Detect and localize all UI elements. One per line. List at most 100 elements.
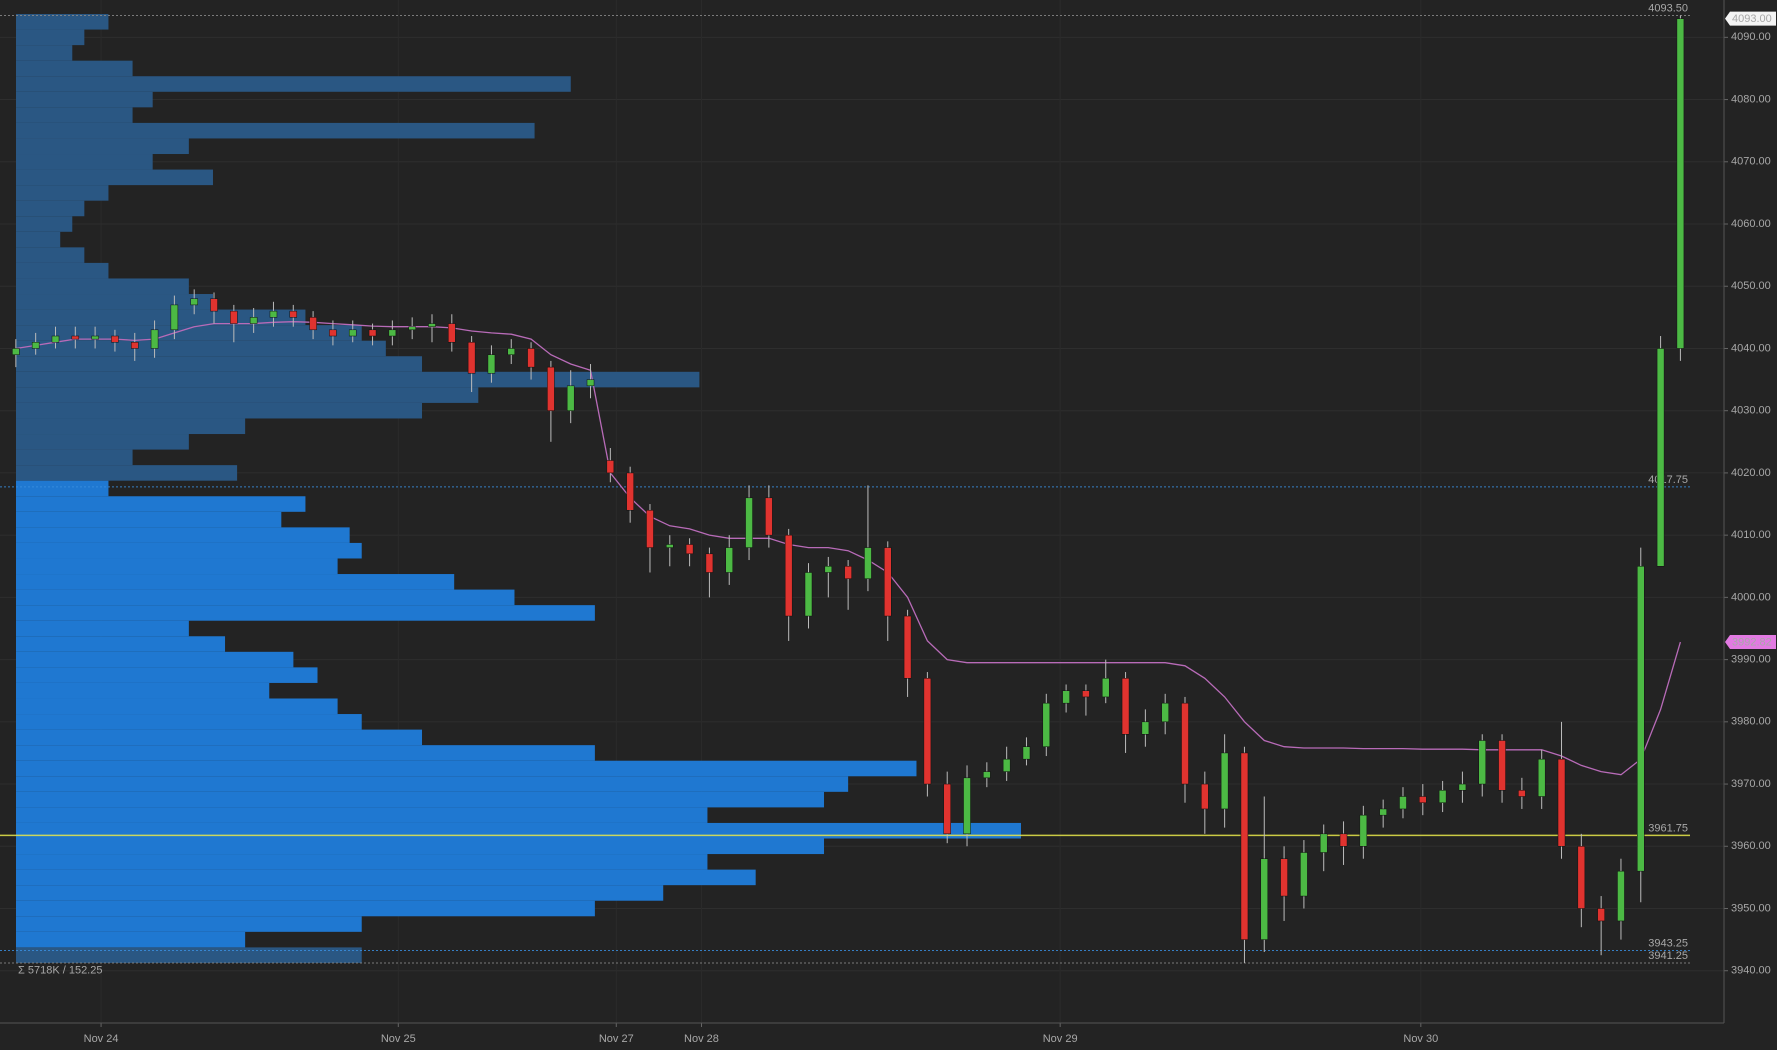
candle-body [12, 348, 20, 355]
candle-body [309, 317, 317, 331]
candle-body [1577, 846, 1586, 909]
profile-bar [16, 449, 133, 466]
x-tick-label: Nov 24 [84, 1033, 119, 1045]
profile-bar [16, 605, 595, 621]
y-tick-label: 4010.00 [1731, 529, 1771, 541]
candle-body [71, 335, 80, 340]
candle-body [864, 547, 872, 579]
profile-bar [16, 682, 270, 699]
profile-bar [16, 402, 423, 419]
candle-body [388, 329, 397, 337]
candle-body [784, 534, 793, 617]
profile-bar [16, 947, 362, 963]
candle-body [1022, 746, 1031, 760]
candle-body [487, 354, 496, 374]
candle-body [1101, 678, 1110, 698]
y-tick-label: 3990.00 [1731, 654, 1771, 666]
candle-body [1161, 702, 1169, 723]
profile-bar [16, 434, 189, 450]
candle-body [1597, 908, 1605, 922]
candle-body [884, 547, 892, 617]
y-tick-label: 4020.00 [1731, 467, 1771, 479]
candle-body [1339, 833, 1348, 847]
profile-bar [16, 745, 595, 761]
candle-body [1121, 678, 1130, 735]
x-tick-label: Nov 29 [1043, 1033, 1078, 1045]
profile-bar [16, 154, 153, 170]
candle-body [428, 323, 436, 327]
candle-body [983, 771, 991, 779]
profile-bar [16, 916, 362, 932]
candle-body [111, 335, 119, 343]
candle-body [1458, 783, 1467, 791]
profile-bar [16, 107, 133, 123]
profile-bar [16, 714, 362, 730]
profile-bar [16, 185, 109, 201]
candle-body [844, 566, 852, 579]
profile-bar [16, 636, 226, 652]
profile-bar [16, 527, 350, 543]
candle-body [1419, 796, 1427, 803]
candle-body [527, 348, 535, 368]
candle-body [448, 323, 456, 343]
candle-body [1042, 702, 1051, 747]
last-price-tag [1725, 11, 1776, 26]
candle-body [646, 510, 654, 548]
candle-body [666, 544, 674, 548]
candle-body [943, 783, 951, 835]
profile-bar [16, 838, 825, 855]
y-tick-label: 3970.00 [1731, 778, 1771, 790]
profile-bar [16, 869, 756, 886]
candle-body [150, 329, 159, 349]
candle-body [1220, 752, 1229, 810]
profile-bar [16, 247, 85, 263]
profile-bar [16, 29, 85, 46]
y-tick-label: 4060.00 [1731, 218, 1771, 230]
profile-bar [16, 371, 700, 388]
y-tick-label: 4070.00 [1731, 156, 1771, 168]
candle-body [408, 326, 416, 331]
profile-bar [16, 776, 849, 792]
profile-bar [16, 698, 338, 715]
profile-bar [16, 216, 73, 232]
candle-body [606, 460, 615, 474]
profile-bar [16, 667, 318, 683]
y-tick-label: 4030.00 [1731, 405, 1771, 417]
profile-bar [16, 262, 109, 279]
candle-body [824, 566, 833, 573]
profile-bar [16, 620, 189, 637]
profile-bar [16, 340, 386, 357]
y-tick-label: 3980.00 [1731, 716, 1771, 728]
candle-body [566, 385, 575, 411]
profile-bar [16, 931, 246, 948]
profile-bar [16, 542, 362, 559]
candle-body [1379, 808, 1387, 816]
candle-body [626, 472, 634, 511]
profile-bar [16, 231, 61, 248]
candle-body [289, 310, 298, 318]
candle-body [1656, 348, 1665, 567]
candle-body [130, 341, 139, 349]
candle-body [1300, 852, 1308, 897]
profile-bar [16, 418, 246, 435]
candle-body [804, 572, 813, 617]
candle-body [230, 310, 238, 324]
candle-body [1557, 758, 1566, 847]
profile-bar [16, 900, 595, 917]
x-tick-label: Nov 30 [1403, 1033, 1438, 1045]
candle-body [91, 335, 99, 340]
y-tick-label: 4090.00 [1731, 31, 1771, 43]
last-price-tag-label: 4093.00 [1732, 13, 1772, 25]
candle-body [1062, 690, 1070, 704]
candle-body [1637, 566, 1645, 872]
candle-body [269, 310, 278, 318]
candle-body [1617, 870, 1625, 922]
level-label: 3961.75 [1648, 822, 1688, 834]
profile-bar [16, 496, 306, 512]
candle-body [903, 615, 912, 679]
candle-body [685, 544, 694, 555]
candle-body [963, 777, 971, 835]
profile-bar [16, 651, 294, 668]
candle-body [1201, 783, 1209, 810]
